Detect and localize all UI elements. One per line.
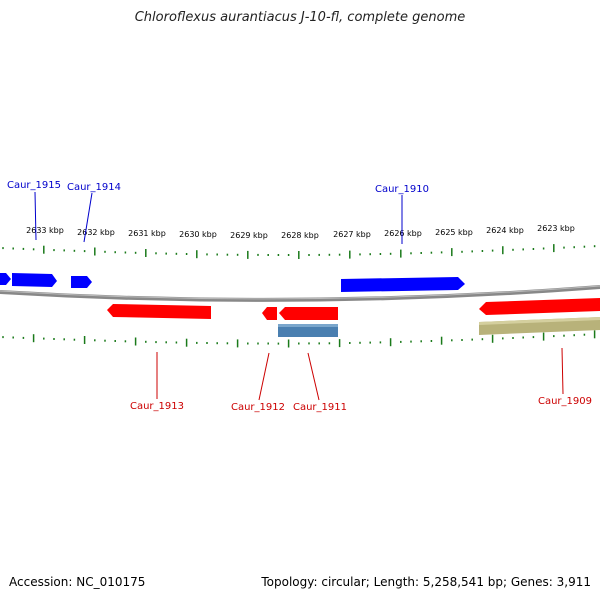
gene-reverse[interactable]: [107, 304, 211, 319]
gene-forward[interactable]: [341, 277, 465, 292]
forward-genes: [0, 273, 465, 292]
gene-forward[interactable]: [0, 273, 11, 285]
gene-label[interactable]: Caur_1910: [375, 184, 429, 195]
gene-forward[interactable]: [12, 273, 57, 287]
scale-label: 2629 kbp: [230, 231, 268, 240]
feature-blue[interactable]: [278, 324, 338, 337]
scale-label: 2632 kbp: [77, 228, 115, 237]
scale-label: 2628 kbp: [281, 231, 319, 240]
genome-backbone: [0, 285, 600, 302]
scale-label: 2627 kbp: [333, 230, 371, 239]
map-title: Chloroflexus aurantiacus J-10-fl, comple…: [134, 10, 466, 25]
gene-reverse[interactable]: [479, 298, 600, 315]
gene-forward[interactable]: [71, 276, 92, 288]
scale-label: 2630 kbp: [179, 230, 217, 239]
gene-label[interactable]: Caur_1911: [293, 402, 347, 413]
gene-reverse[interactable]: [262, 307, 277, 320]
scale-labels: 2633 kbp 2632 kbp 2631 kbp 2630 kbp 2629…: [26, 224, 575, 240]
gene-label[interactable]: Caur_1909: [538, 396, 592, 407]
accession-text: Accession: NC_010175: [9, 575, 146, 589]
gene-reverse[interactable]: [279, 307, 338, 320]
gene-label[interactable]: Caur_1914: [67, 182, 121, 193]
scale-ticks-bottom: [2, 330, 596, 348]
gene-label[interactable]: Caur_1912: [231, 402, 285, 413]
scale-label: 2624 kbp: [486, 226, 524, 235]
scale-label: 2633 kbp: [26, 226, 64, 235]
gene-label[interactable]: Caur_1915: [7, 180, 61, 191]
reverse-genes: [107, 298, 600, 320]
scale-label: 2623 kbp: [537, 224, 575, 233]
scale-ticks-top: [2, 244, 596, 259]
scale-label: 2625 kbp: [435, 228, 473, 237]
genome-summary-text: Topology: circular; Length: 5,258,541 bp…: [261, 575, 591, 589]
gene-labels-reverse: Caur_1913 Caur_1912 Caur_1911 Caur_1909: [130, 396, 592, 413]
scale-label: 2631 kbp: [128, 229, 166, 238]
gene-label[interactable]: Caur_1913: [130, 401, 184, 412]
gene-labels-forward: Caur_1915 Caur_1914 Caur_1910: [7, 180, 429, 195]
scale-label: 2626 kbp: [384, 229, 422, 238]
